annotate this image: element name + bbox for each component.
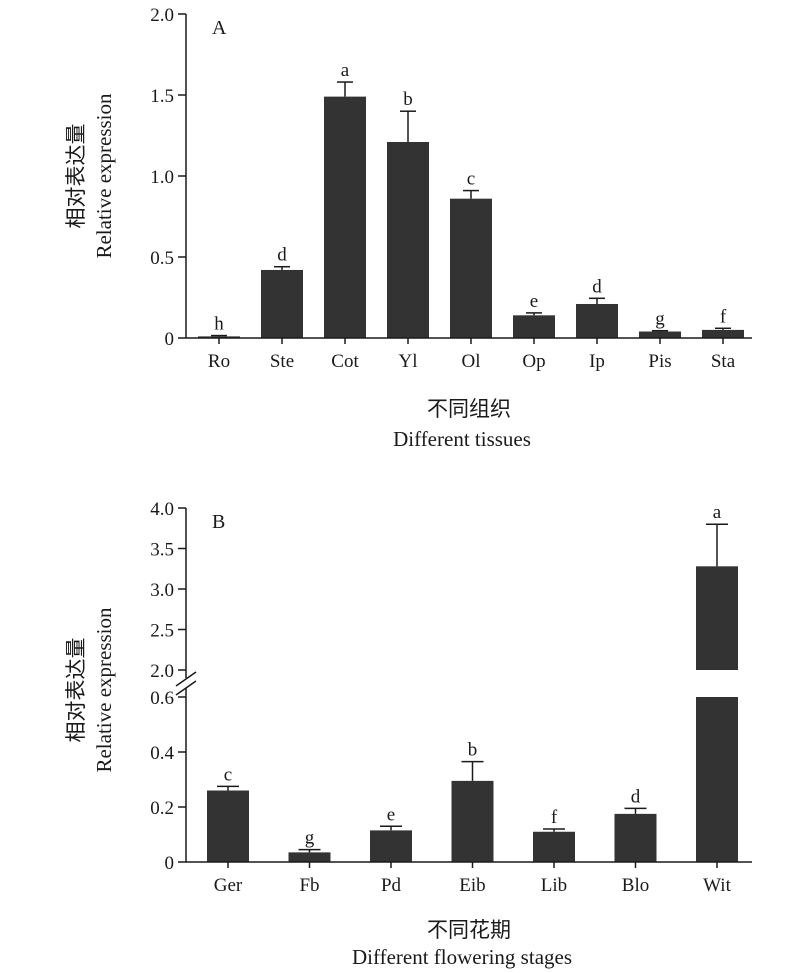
- panel-b-x-ticks: Ger Fb Pd Eib Lib Blo Wit: [214, 862, 732, 896]
- panel-a-letter: A: [212, 17, 227, 39]
- panel-a-significance-letter: e: [530, 291, 538, 312]
- panel-a-significance-letter: f: [720, 306, 727, 327]
- panel-a-y-ticks: 0 0.5 1.0 1.5 2.0: [150, 5, 186, 350]
- panel-b-letter: B: [212, 511, 225, 533]
- panel-a-x-tick-label: Ste: [270, 351, 294, 372]
- panel-a-x-tick-label: Cot: [331, 351, 359, 372]
- panel-a-significance-letter: d: [592, 276, 602, 297]
- panel-b-bar-fb: [288, 852, 331, 862]
- panel-b-x-tick-label: Pd: [381, 875, 402, 896]
- panel-b-y-tick-label: 0.6: [150, 688, 174, 709]
- panel-b-bars: [207, 566, 738, 862]
- panel-a-x-tick-label: Sta: [711, 351, 736, 372]
- panel-b-x-tick-label: Lib: [541, 875, 567, 896]
- panel-a-error-bars: [211, 81, 731, 337]
- panel-b-x-tick-label: Wit: [703, 875, 731, 896]
- panel-b-significance-letter: f: [551, 807, 558, 828]
- panel-a-bar-cot: [324, 96, 366, 339]
- panel-a-significance-letter: h: [214, 314, 224, 335]
- panel-a-bar-ip: [576, 303, 618, 338]
- panel-a-x-tick-label: Pis: [648, 351, 671, 372]
- panel-b-x-tick-label: Eib: [459, 875, 485, 896]
- panel-a-significance-letters: h d a b c e d g f: [214, 60, 727, 335]
- panel-b-y-tick-label: 0.4: [150, 743, 174, 764]
- panel-b-x-tick-label: Ger: [214, 875, 243, 896]
- panel-b-bar-pd: [370, 830, 412, 862]
- panel-a-bar-ol: [450, 198, 492, 338]
- panel-b-y-tick-label: 2.0: [150, 661, 174, 682]
- panel-b-bar-break-gap: [695, 670, 739, 697]
- panel-b-bar-eib: [451, 780, 494, 862]
- panel-b-xlabel-cn: 不同花期: [427, 918, 511, 942]
- panel-a-bar-pis: [639, 331, 681, 338]
- panel-b-y-tick-label: 3.5: [150, 540, 174, 561]
- panel-b-y-ticks: 0 0.2 0.4 0.6 2.0 2.5 3.0 3.5 4.0: [150, 499, 186, 874]
- panel-a-bar-op: [513, 315, 555, 338]
- panel-b-y-tick-label: 0: [165, 853, 175, 874]
- panel-a-x-tick-label: Ip: [589, 351, 605, 372]
- panel-a: h d a b c e d g f 0 0.5 1.0 1.5 2.0 Ro Ste Cot Yl Ol Op Ip…: [64, 5, 752, 451]
- panel-b-axis-break-mark: [175, 671, 197, 696]
- panel-a-bar-sta: [702, 329, 744, 338]
- panel-b-significance-letter: a: [713, 502, 722, 523]
- panel-b-y-tick-label: 0.2: [150, 798, 174, 819]
- panel-a-significance-letter: b: [403, 89, 413, 110]
- panel-a-xlabel: Different tissues: [393, 427, 531, 451]
- panel-b-bar-ger: [207, 790, 249, 862]
- panel-b-significance-letter: b: [468, 740, 478, 761]
- panel-a-x-tick-label: Yl: [399, 351, 418, 372]
- panel-b: c g e b f d a 0 0.2 0.4 0.6 2.0 2.5 3.0 3.5 4.0 Ger Fb P…: [64, 499, 752, 969]
- panel-b-significance-letter: g: [305, 828, 315, 849]
- panel-b-significance-letter: e: [387, 804, 395, 825]
- panel-a-significance-letter: c: [467, 169, 475, 190]
- panel-a-significance-letter: a: [341, 60, 350, 81]
- panel-a-xlabel-cn: 不同组织: [427, 397, 511, 421]
- panel-a-x-tick-label: Ol: [462, 351, 481, 372]
- panel-b-bar-blo: [614, 813, 657, 862]
- panel-a-bar-yl: [387, 141, 429, 338]
- panel-b-error-bars: [217, 523, 728, 853]
- panel-a-ylabel: Relative expression: [92, 93, 116, 259]
- panel-b-bar-wit: [696, 566, 738, 862]
- panel-b-significance-letter: d: [631, 786, 641, 807]
- panel-b-x-tick-label: Blo: [622, 875, 649, 896]
- panel-a-x-ticks: Ro Ste Cot Yl Ol Op Ip Pis Sta: [208, 338, 736, 372]
- panel-b-y-tick-label: 3.0: [150, 580, 174, 601]
- panel-a-y-tick-label: 0.5: [150, 248, 174, 269]
- panel-b-ylabel-cn: 相对表达量: [64, 638, 88, 743]
- panel-a-y-tick-label: 1.5: [150, 86, 174, 107]
- panel-a-bar-ste: [261, 269, 303, 338]
- panel-b-ylabel: Relative expression: [92, 607, 116, 773]
- panel-a-y-tick-label: 2.0: [150, 5, 174, 26]
- panel-b-xlabel: Different flowering stages: [352, 945, 572, 969]
- panel-b-y-tick-label: 4.0: [150, 499, 174, 520]
- panel-b-x-tick-label: Fb: [299, 875, 319, 896]
- panel-b-significance-letters: c g e b f d a: [224, 502, 722, 848]
- panel-a-x-tick-label: Ro: [208, 351, 230, 372]
- panel-a-bars: [198, 96, 744, 339]
- panel-a-x-tick-label: Op: [522, 351, 545, 372]
- panel-a-significance-letter: d: [277, 245, 287, 266]
- panel-a-bar-ro: [198, 336, 240, 338]
- panel-b-significance-letter: c: [224, 764, 232, 785]
- panel-a-significance-letter: g: [655, 309, 665, 330]
- panel-a-y-tick-label: 0: [165, 329, 175, 350]
- panel-a-ylabel-cn: 相对表达量: [64, 124, 88, 229]
- panel-a-y-tick-label: 1.0: [150, 167, 174, 188]
- panel-b-bar-lib: [533, 831, 575, 862]
- panel-b-y-tick-label: 2.5: [150, 621, 174, 642]
